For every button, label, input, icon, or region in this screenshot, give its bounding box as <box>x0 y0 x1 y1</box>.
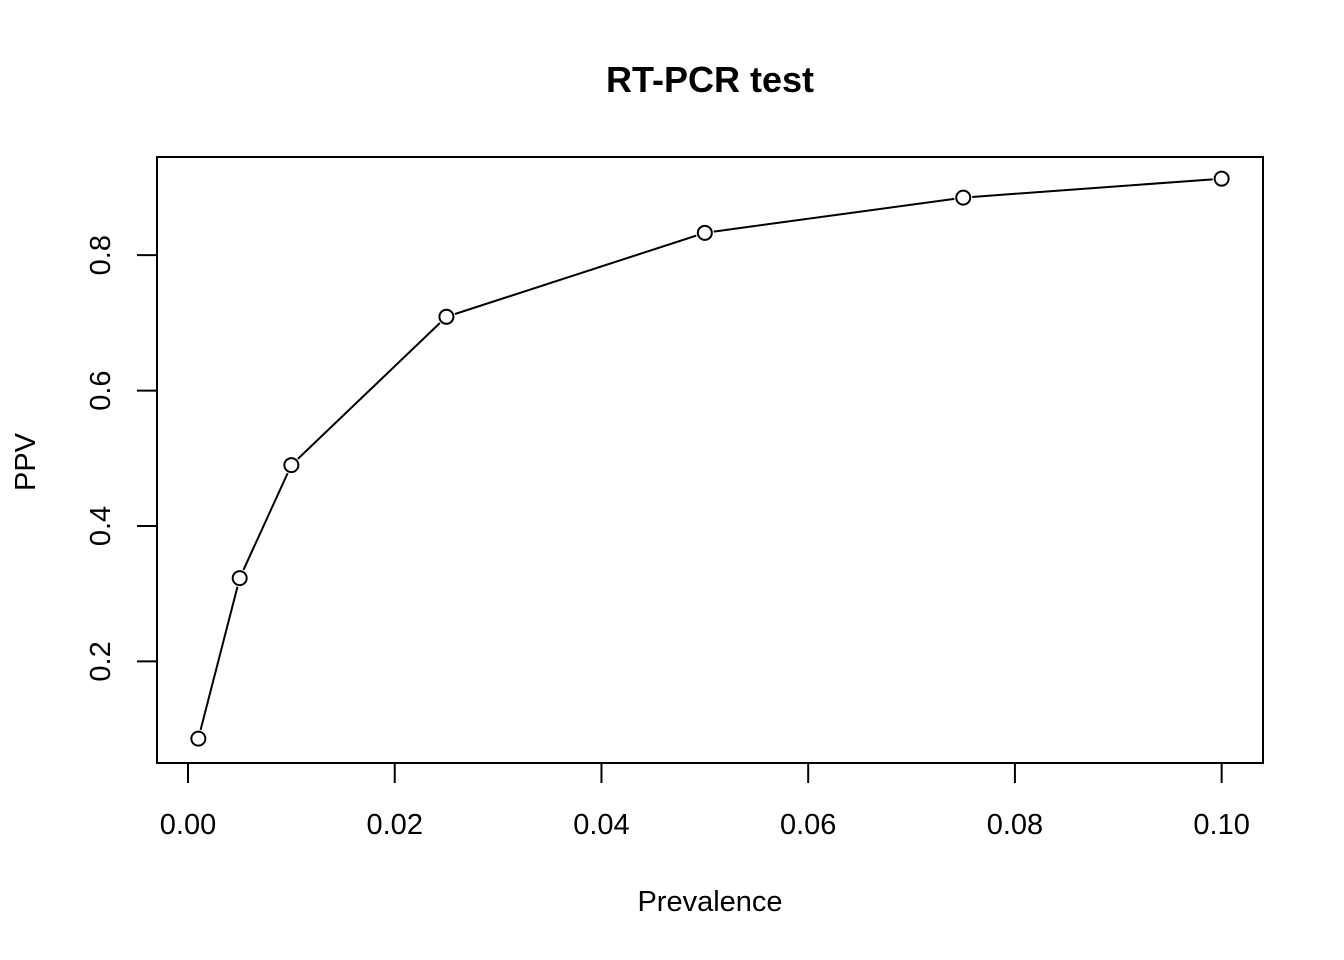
y-tick-label: 0.4 <box>85 506 117 546</box>
data-point <box>231 570 248 587</box>
x-tick-label: 0.04 <box>573 809 629 841</box>
x-axis: 0.00 0.02 0.04 0.06 0.08 0.10 <box>160 762 1250 841</box>
series-segment <box>713 197 955 233</box>
data-point <box>696 224 713 241</box>
x-axis-label: Prevalence <box>637 886 782 918</box>
data-point <box>283 457 300 474</box>
y-tick-label: 0.2 <box>85 641 117 681</box>
x-tick-label: 0.10 <box>1193 809 1249 841</box>
series-ppv <box>190 170 1230 747</box>
y-axis-label: PPV <box>10 432 42 491</box>
y-axis: 0.2 0.4 0.6 0.8 <box>85 235 158 682</box>
x-tick-label: 0.02 <box>367 809 423 841</box>
series-segment <box>242 472 289 571</box>
series-segment <box>454 234 697 315</box>
series-segment <box>297 322 441 460</box>
chart-title: RT-PCR test <box>606 59 814 100</box>
y-tick-label: 0.6 <box>85 370 117 410</box>
series-segment <box>972 178 1213 198</box>
series-segment <box>199 586 239 731</box>
data-point <box>190 730 207 747</box>
data-point <box>955 189 972 206</box>
data-point <box>438 308 455 325</box>
plot-frame <box>156 156 1264 764</box>
x-tick-label: 0.06 <box>780 809 836 841</box>
y-tick-label: 0.8 <box>85 235 117 275</box>
x-tick-label: 0.00 <box>160 809 216 841</box>
data-point <box>1213 170 1230 187</box>
x-tick-label: 0.08 <box>987 809 1043 841</box>
